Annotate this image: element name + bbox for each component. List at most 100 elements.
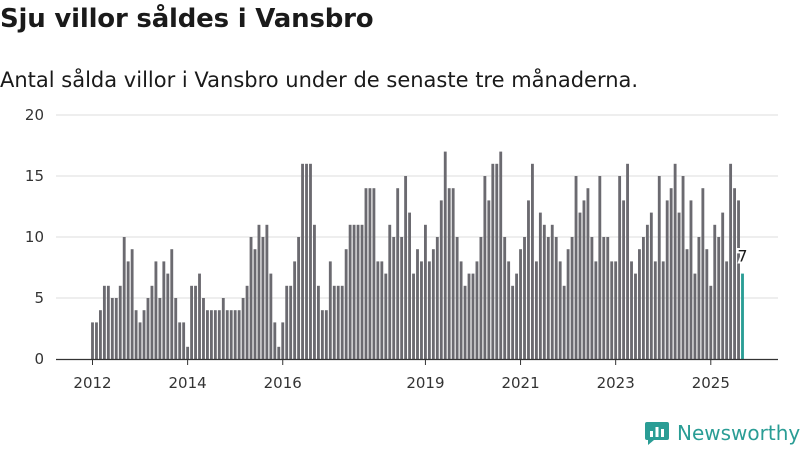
bar — [534, 261, 538, 359]
bar — [574, 176, 578, 359]
bar — [538, 212, 542, 359]
bar — [313, 224, 316, 359]
bar — [443, 151, 447, 359]
highlight-bar — [741, 273, 744, 359]
bar — [301, 163, 304, 359]
x-tick-label: 2014 — [169, 374, 207, 392]
bar — [519, 249, 522, 359]
bar — [316, 285, 320, 359]
bar — [622, 200, 626, 359]
bar — [91, 322, 94, 359]
bar — [305, 163, 308, 359]
bar — [408, 212, 411, 359]
bar — [186, 346, 190, 359]
bar — [725, 261, 729, 359]
bar — [638, 249, 641, 359]
bar — [138, 322, 142, 359]
bar — [459, 261, 463, 359]
bar — [689, 200, 693, 359]
bar — [360, 224, 364, 359]
bar — [681, 176, 685, 359]
bar — [376, 261, 380, 359]
bar — [320, 310, 324, 359]
chart-subtitle: Antal sålda villor i Vansbro under de se… — [0, 68, 639, 92]
bar — [99, 310, 102, 359]
bar — [570, 237, 574, 359]
bar — [297, 237, 301, 359]
bar — [114, 298, 118, 359]
bar — [701, 188, 705, 359]
bar — [229, 310, 233, 359]
bar — [95, 322, 98, 359]
bar — [309, 163, 312, 359]
bar — [134, 310, 138, 359]
bar — [324, 310, 328, 359]
bar — [380, 261, 384, 359]
bar — [388, 224, 392, 359]
bar — [336, 285, 340, 359]
bar — [582, 200, 586, 359]
bar — [713, 224, 717, 359]
bar — [590, 237, 594, 359]
bar — [221, 298, 225, 359]
bar — [420, 261, 423, 359]
bar — [253, 249, 257, 359]
bar — [626, 163, 629, 359]
bar — [150, 285, 154, 359]
x-tick-label: 2016 — [264, 374, 302, 392]
bar — [281, 322, 285, 359]
newsworthy-brand: Newsworthy — [644, 419, 800, 447]
bar — [198, 273, 201, 359]
bar — [618, 176, 622, 359]
bar — [554, 237, 558, 359]
bar — [233, 310, 237, 359]
bar — [693, 273, 697, 359]
bar — [483, 176, 487, 359]
bar — [610, 261, 614, 359]
bar — [340, 285, 344, 359]
bar — [717, 237, 721, 359]
bar — [364, 188, 368, 359]
y-tick-label: 15 — [25, 167, 44, 185]
bar — [550, 224, 554, 359]
bar — [729, 163, 733, 359]
bar — [404, 176, 408, 359]
x-tick-label: 2012 — [73, 374, 111, 392]
chart-title: Sju villor såldes i Vansbro — [0, 4, 374, 34]
bar — [249, 237, 253, 359]
grid-lines: 0 5 10 15 20 — [25, 106, 778, 368]
bar — [507, 261, 511, 359]
bar — [709, 285, 713, 359]
bar — [412, 273, 415, 359]
bar — [206, 310, 209, 359]
bar — [424, 224, 427, 359]
bar — [384, 273, 388, 359]
bar — [515, 273, 519, 359]
bar — [126, 261, 130, 359]
bar — [594, 261, 598, 359]
bar — [293, 261, 297, 359]
bar — [645, 224, 649, 359]
bar — [106, 285, 110, 359]
bar — [586, 188, 590, 359]
bars: 7 — [91, 151, 750, 359]
bar — [142, 310, 146, 359]
bar — [269, 273, 273, 359]
bar — [721, 212, 725, 359]
bar — [265, 224, 269, 359]
bar — [463, 285, 467, 359]
bar — [495, 163, 499, 359]
bar — [182, 322, 186, 359]
bar — [673, 163, 677, 359]
bar — [174, 298, 178, 359]
bar — [558, 261, 562, 359]
bar — [602, 237, 606, 359]
bar — [154, 261, 158, 359]
bar — [261, 237, 265, 359]
bar — [190, 285, 194, 359]
bar — [130, 249, 134, 359]
bar — [546, 237, 550, 359]
bar — [110, 298, 114, 359]
y-tick-label: 0 — [34, 350, 44, 368]
